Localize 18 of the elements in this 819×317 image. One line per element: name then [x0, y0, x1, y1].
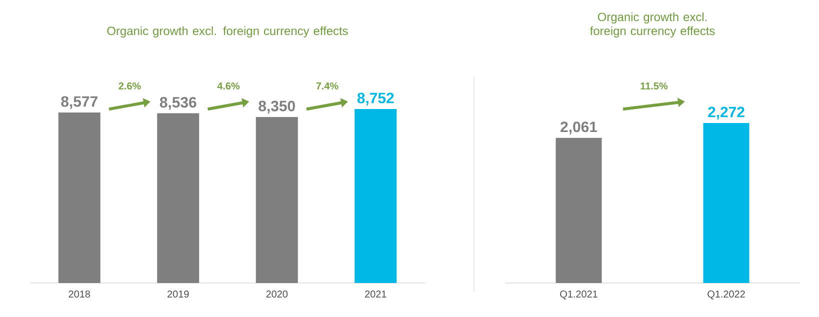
- data-label: 2,061: [560, 122, 598, 134]
- x-tick-label: 2020: [266, 290, 288, 298]
- x-tick-label: Q1.2022: [708, 290, 745, 300]
- text: 11.5%: [640, 82, 668, 90]
- x-tick-label: 2018: [68, 290, 90, 298]
- text: 7.4%: [316, 82, 338, 90]
- chart-title: Organic growth excl. foreign currency effects: [590, 12, 715, 38]
- text: 4.6%: [217, 82, 240, 90]
- text: 2.6%: [118, 82, 141, 90]
- data-label: 8,350: [258, 100, 295, 114]
- chart-title: Organic growth excl. foreign currency effects: [107, 26, 348, 38]
- data-label: 8,577: [61, 96, 98, 109]
- x-tick-label: Q1.2021: [560, 290, 598, 300]
- x-tick-label: 2019: [168, 290, 189, 298]
- data-label: 8,752: [357, 92, 394, 106]
- x-tick-label: 2021: [365, 290, 386, 298]
- data-label: 2,272: [708, 106, 744, 120]
- data-label: 8,536: [160, 97, 196, 110]
